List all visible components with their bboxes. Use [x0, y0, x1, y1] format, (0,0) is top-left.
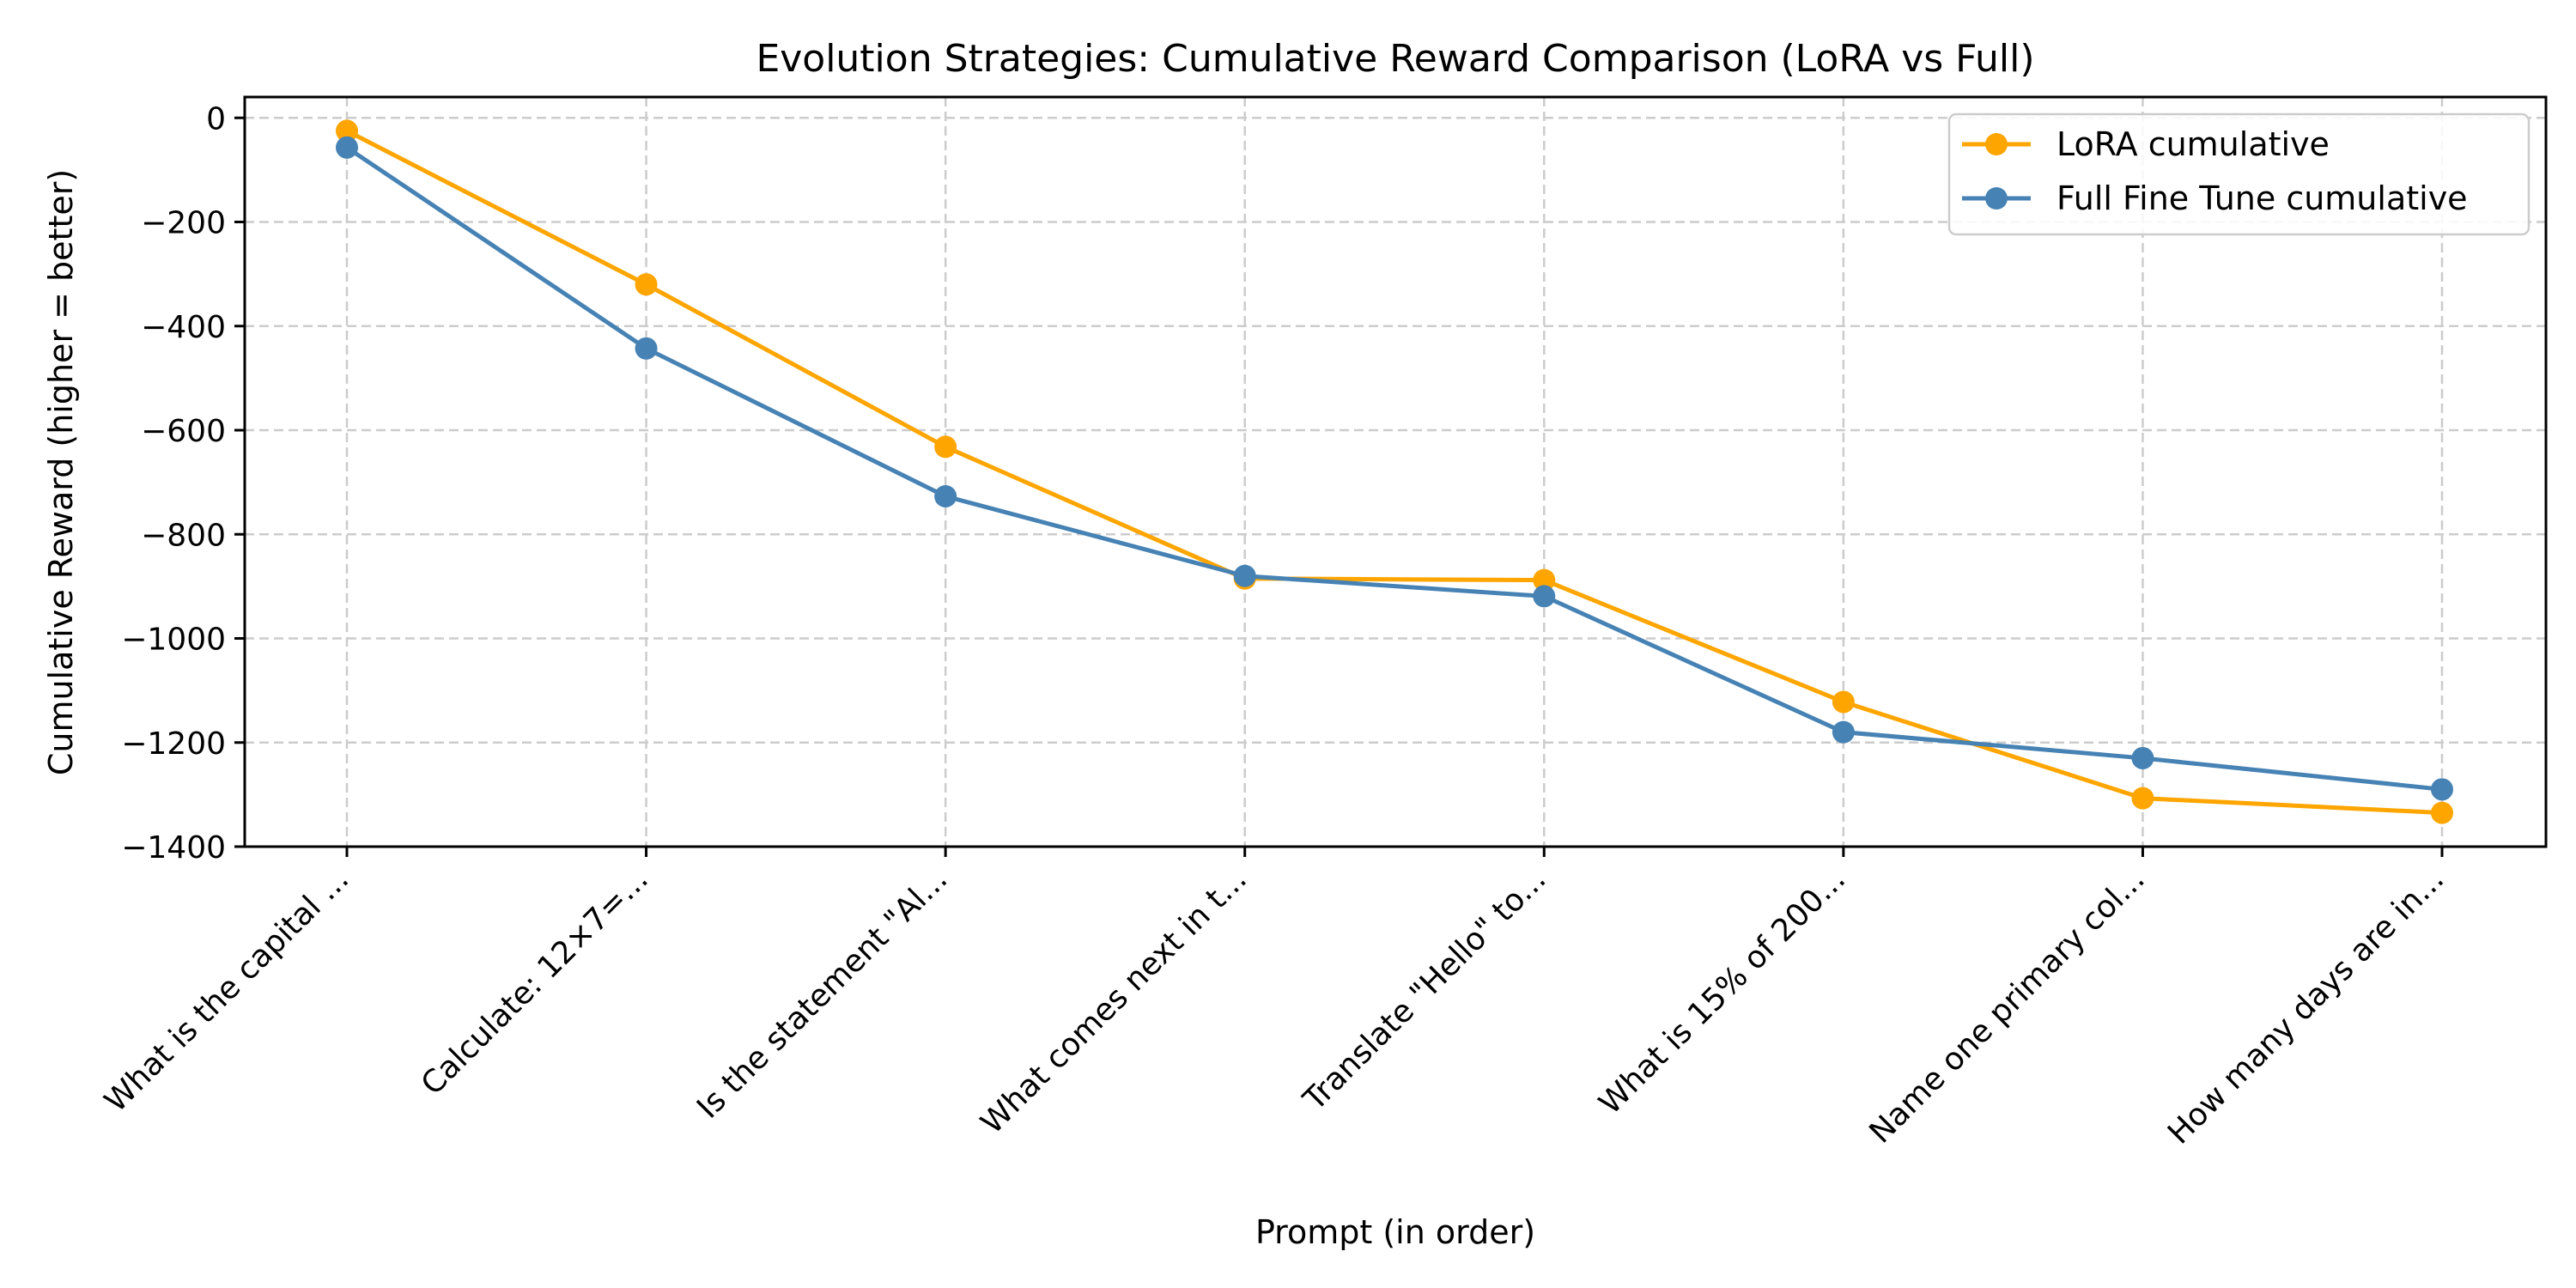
legend-box: [1947, 112, 2530, 236]
x-tick-label: What comes next in t...: [975, 861, 1254, 1140]
legend: LoRA cumulative Full Fine Tune cumulativ…: [1947, 112, 2530, 236]
data-point: [2431, 778, 2453, 801]
legend-label-full: Full Fine Tune cumulative: [2057, 179, 2468, 217]
chart-title: Evolution Strategies: Cumulative Reward …: [756, 37, 2034, 81]
data-point: [1533, 568, 1556, 592]
y-axis: 0 −200 −400 −600 −800 −1000 −1200 −1400: [121, 101, 245, 866]
data-point: [1832, 720, 1855, 744]
data-point: [2431, 801, 2453, 824]
legend-marker-lora: [1985, 133, 2008, 155]
data-point: [336, 136, 358, 159]
legend-marker-full: [1985, 187, 2008, 210]
y-tick-label: −1200: [121, 726, 226, 762]
y-tick-label: −400: [141, 310, 226, 345]
y-axis-label: Cumulative Reward (higher = better): [42, 169, 80, 775]
data-point: [934, 484, 957, 507]
data-point: [1832, 690, 1855, 714]
data-point: [934, 435, 957, 459]
x-tick-label: Translate "Hello" to...: [1297, 861, 1553, 1118]
data-point: [2131, 746, 2154, 769]
series-layer: [336, 119, 2453, 824]
y-tick-label: 0: [206, 101, 226, 137]
x-tick-label: How many days are in...: [2161, 861, 2451, 1151]
data-point: [1233, 564, 1256, 587]
data-point: [2131, 787, 2154, 810]
series-line-0: [345, 129, 2443, 816]
y-tick-label: −600: [141, 414, 226, 449]
data-point: [635, 273, 658, 296]
x-axis-label: Prompt (in order): [1255, 1213, 1535, 1251]
series-line-1: [345, 145, 2443, 792]
plot-frame: [243, 95, 2548, 848]
x-tick-label: What is 15% of 200...: [1593, 861, 1853, 1121]
legend-label-lora: LoRA cumulative: [2057, 125, 2330, 163]
x-tick-label: Is the statement "Al...: [690, 861, 954, 1125]
x-tick-label: Name one primary col...: [1863, 861, 2152, 1150]
x-tick-label: What is the capital ...: [98, 861, 355, 1119]
data-point: [336, 119, 358, 143]
data-point: [635, 337, 658, 360]
x-tick-label: Calculate: 12×7=...: [415, 861, 655, 1102]
y-tick-label: −1000: [121, 623, 226, 658]
data-point: [1533, 585, 1556, 608]
y-tick-label: −800: [141, 518, 226, 553]
y-tick-label: −200: [141, 206, 226, 241]
y-tick-label: −1400: [121, 830, 226, 866]
x-axis: What is the capital ... Calculate: 12×7=.…: [98, 847, 2451, 1151]
